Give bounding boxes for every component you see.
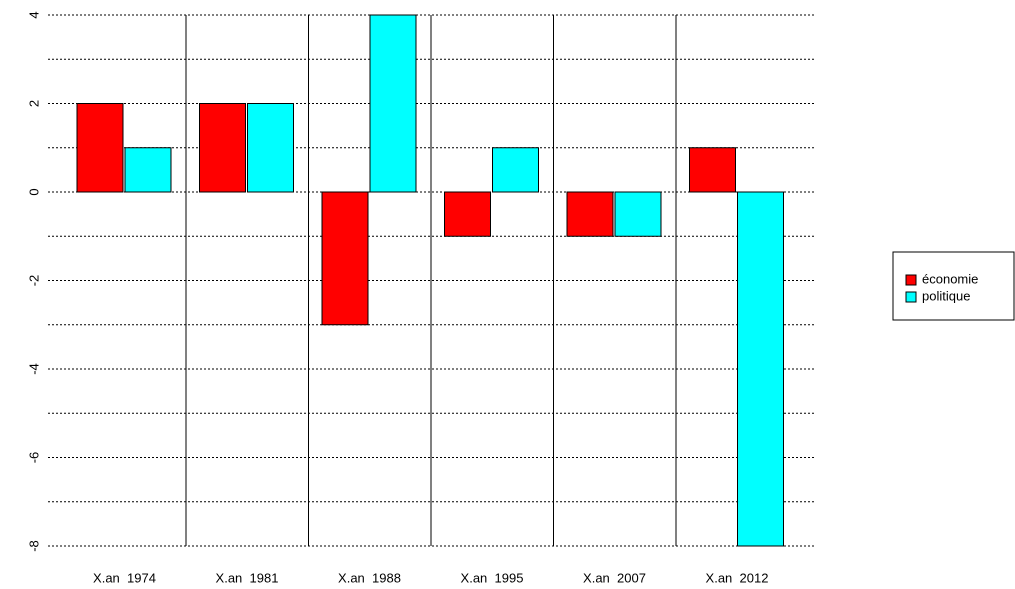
y-tick-label: -2 — [26, 275, 41, 287]
bar — [492, 147, 539, 193]
legend-swatch — [905, 291, 917, 303]
legend-box — [892, 251, 1015, 321]
y-tick-label: 2 — [26, 100, 41, 107]
x-tick-label: X.an 1974 — [93, 570, 156, 585]
bar — [76, 103, 124, 193]
y-tick-label: 0 — [26, 188, 41, 195]
bar — [737, 191, 784, 547]
bar — [444, 191, 491, 237]
bar — [199, 103, 246, 193]
bar — [321, 191, 369, 326]
y-tick-label: -6 — [26, 452, 41, 464]
legend-label: économie — [922, 271, 978, 286]
x-tick-label: X.an 1981 — [216, 570, 279, 585]
y-tick-label: -8 — [26, 540, 41, 552]
x-tick-label: X.an 2007 — [583, 570, 646, 585]
legend-label: politique — [922, 288, 970, 303]
legend-swatch — [905, 274, 917, 286]
x-tick-label: X.an 1995 — [461, 570, 524, 585]
bar — [247, 103, 294, 193]
bar — [369, 14, 417, 193]
x-tick-label: X.an 1988 — [338, 570, 401, 585]
bar — [614, 191, 662, 237]
bar — [124, 147, 172, 193]
bar — [689, 147, 736, 193]
x-tick-label: X.an 2012 — [706, 570, 769, 585]
bar — [566, 191, 614, 237]
y-tick-label: -4 — [26, 363, 41, 375]
y-tick-label: 4 — [26, 11, 41, 18]
